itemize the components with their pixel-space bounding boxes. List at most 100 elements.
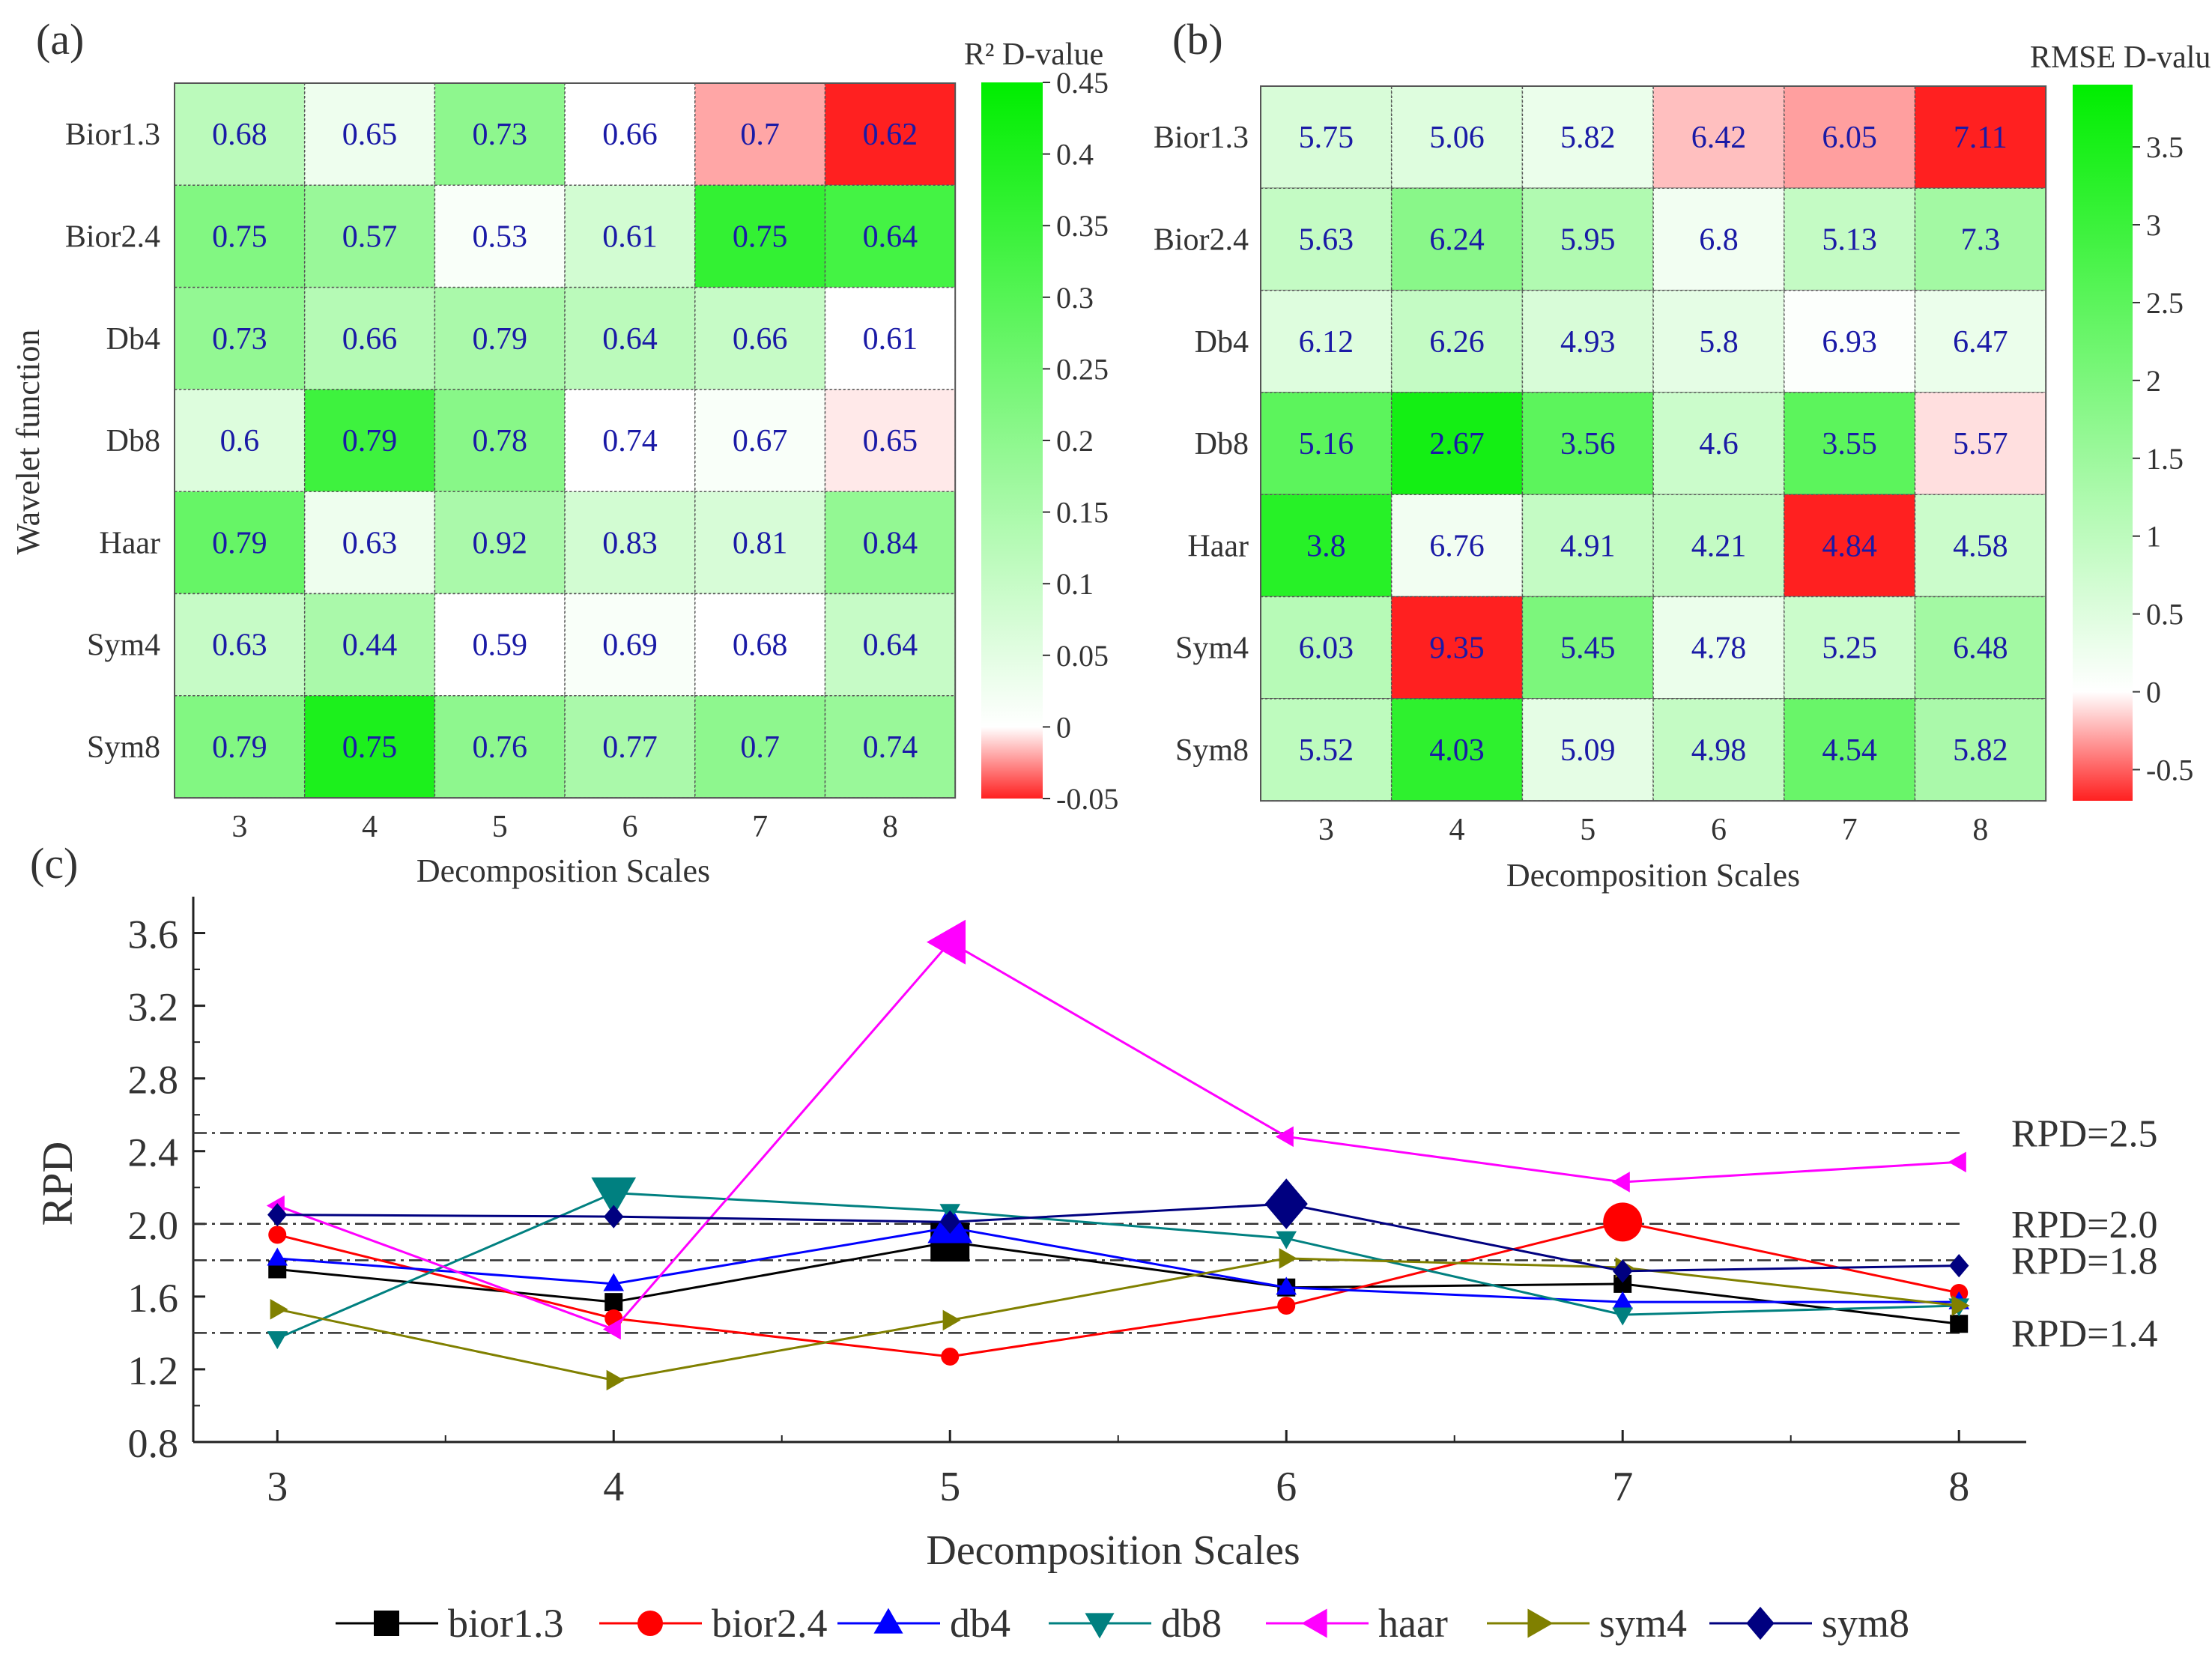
heatmap-b-cell-value: 6.8 — [1699, 222, 1739, 257]
heatmap-a-cell — [434, 389, 566, 492]
data-point-sym4 — [1279, 1248, 1297, 1269]
heatmap-b-cell-value: 5.45 — [1560, 631, 1616, 666]
heatmap-b-cell — [1914, 85, 2046, 190]
heatmap-a-cell — [434, 695, 566, 799]
heatmap-a-cell-value: 0.64 — [863, 219, 918, 254]
heatmap-a-cell-labels: 0.68 0.65 0.73 0.66 0.7 0.62 0.75 0.57 0.53 0.61 0… — [212, 118, 918, 765]
heatmap-b-cell — [1652, 392, 1785, 495]
heatmap-b-row-labels: Bior1.3 Bior2.4 Db4 Db8 Haar Sym4 Sym8 — [1154, 121, 1249, 768]
heatmap-b-cell-value: 6.12 — [1299, 325, 1354, 360]
heatmap-b-row-label: Bior2.4 — [1154, 222, 1249, 257]
line-chart-ylabel: RPD — [33, 1142, 82, 1226]
data-point-db4 — [267, 1247, 288, 1266]
series-line-sym4 — [276, 1257, 1960, 1382]
heatmap-b-cell-value: 2.67 — [1429, 427, 1485, 461]
heatmap-a-cell — [694, 593, 826, 697]
x-tick-label: 6 — [1276, 1464, 1297, 1510]
legend-label-bior1.3: bior1.3 — [448, 1601, 564, 1646]
heatmap-b-cell-value: 5.52 — [1299, 733, 1354, 768]
panel-c: (c) 0.8 1.2 1.6 2.0 2.4 2.8 3.2 3.6 3 4 5 6 7 8 RPD=2… — [30, 839, 2157, 1646]
heatmap-b-cell-value: 7.3 — [1961, 222, 2001, 257]
heatmap-a-cell — [303, 286, 436, 390]
heatmap-a-cell-value: 0.79 — [212, 526, 267, 560]
y-tick-label: 2.8 — [128, 1058, 179, 1103]
heatmap-b-row-label: Db4 — [1195, 325, 1249, 360]
series-line-bior1.3 — [277, 1240, 1960, 1325]
data-point-db8 — [267, 1331, 288, 1350]
heatmap-b-colorbar-tick-label: 0.5 — [2146, 598, 2184, 631]
heatmap-b-cell-value: 7.11 — [1954, 121, 2008, 155]
heatmap-b-row-label: Bior1.3 — [1154, 121, 1249, 155]
heatmap-a-cell — [303, 593, 436, 697]
heatmap-a-column-label: 7 — [752, 810, 768, 844]
colorbar-b — [2073, 85, 2133, 801]
heatmap-a-cell — [564, 82, 696, 187]
heatmap-a-cell — [564, 491, 696, 595]
panel-a-label: (a) — [36, 15, 84, 64]
heatmap-b-cell-value: 5.95 — [1560, 222, 1616, 257]
heatmap-a-cell-value: 0.7 — [740, 730, 780, 765]
data-point-haar — [1611, 1172, 1630, 1193]
y-tick-label: 1.2 — [128, 1348, 179, 1393]
heatmap-b-cell-value: 5.25 — [1822, 631, 1877, 666]
heatmap-b-cell-value: 5.13 — [1822, 222, 1877, 257]
series-line-sym8 — [277, 1202, 1960, 1273]
heatmap-b-cell — [1784, 392, 1916, 495]
heatmap-a-row-label: Db4 — [106, 322, 160, 357]
heatmap-b-xlabel: Decomposition Scales — [1506, 857, 1800, 894]
heatmap-b-cell-value: 5.09 — [1560, 733, 1616, 768]
heatmap-b-cell-value: 6.93 — [1822, 325, 1877, 360]
heatmap-b-cell — [1521, 698, 1654, 802]
heatmap-b-cell — [1914, 289, 2046, 393]
heatmap-a-colorbar-tick-label: 0.4 — [1056, 138, 1094, 172]
heatmap-a-cell-value: 0.69 — [602, 628, 658, 663]
legend-label-db8: db8 — [1161, 1601, 1222, 1646]
heatmap-a-cell-value: 0.44 — [342, 628, 398, 663]
heatmap-a-cell — [303, 389, 436, 492]
heatmap-b-cell-value: 6.03 — [1299, 631, 1354, 666]
y-tick-label: 2.4 — [128, 1130, 179, 1175]
heatmap-b-colorbar-tick-label: 3.5 — [2146, 130, 2184, 164]
data-point-db8 — [591, 1177, 637, 1217]
colorbar-a — [981, 82, 1043, 799]
heatmap-b-cell — [1260, 494, 1393, 598]
heatmap-a-column-label: 5 — [492, 810, 508, 844]
heatmap-a-cell-value: 0.64 — [863, 628, 918, 663]
heatmap-b-cell-value: 6.26 — [1429, 325, 1485, 360]
legend-label-db4: db4 — [950, 1601, 1010, 1646]
data-point-sym4 — [942, 1309, 961, 1331]
data-point-bior1.3 — [604, 1293, 623, 1312]
heatmap-b-cell — [1784, 289, 1916, 393]
colorbar-a-title: R² D-value — [964, 37, 1103, 72]
heatmap-b-cell — [1521, 187, 1654, 291]
heatmap-b-cell — [1652, 494, 1785, 598]
legend-label-sym4: sym4 — [1599, 1601, 1687, 1646]
heatmap-b-cell-value: 5.06 — [1429, 121, 1485, 155]
heatmap-a-cell-value: 0.64 — [602, 322, 658, 357]
heatmap-a-cell-value: 0.81 — [733, 526, 788, 560]
heatmap-a-cell — [694, 82, 826, 187]
heatmap-b-cell-value: 6.76 — [1429, 529, 1485, 563]
heatmap-b-cell-value: 4.78 — [1691, 631, 1747, 666]
series-sym8 — [267, 1178, 1969, 1283]
data-point-bior2.4 — [268, 1226, 287, 1244]
heatmap-a-cell-value: 0.66 — [733, 322, 788, 357]
x-tick-label: 5 — [939, 1464, 960, 1510]
heatmap-a-cell-value: 0.78 — [473, 424, 528, 458]
y-tick-label: 3.6 — [128, 912, 179, 957]
panel-c-label: (c) — [30, 839, 78, 888]
heatmap-b-cell-value: 4.54 — [1822, 733, 1877, 768]
heatmap-a-cell — [174, 82, 306, 187]
heatmap-b-cell — [1652, 85, 1785, 190]
heatmap-a-cell-value: 0.7 — [740, 118, 780, 152]
heatmap-b-column-label: 7 — [1842, 813, 1858, 847]
heatmap-a-cell-value: 0.66 — [342, 322, 398, 357]
heatmap-a-cell-value: 0.57 — [342, 219, 398, 254]
heatmap-a-colorbar-tick-label: 0.2 — [1056, 424, 1094, 458]
heatmap-b-cell-value: 6.42 — [1691, 121, 1747, 155]
heatmap-b-cell-value: 5.63 — [1299, 222, 1354, 257]
heatmap-a-colorbar-tick-label: 0 — [1056, 710, 1071, 744]
heatmap-a-cell-value: 0.68 — [733, 628, 788, 663]
heatmap-a-cell — [303, 695, 436, 799]
